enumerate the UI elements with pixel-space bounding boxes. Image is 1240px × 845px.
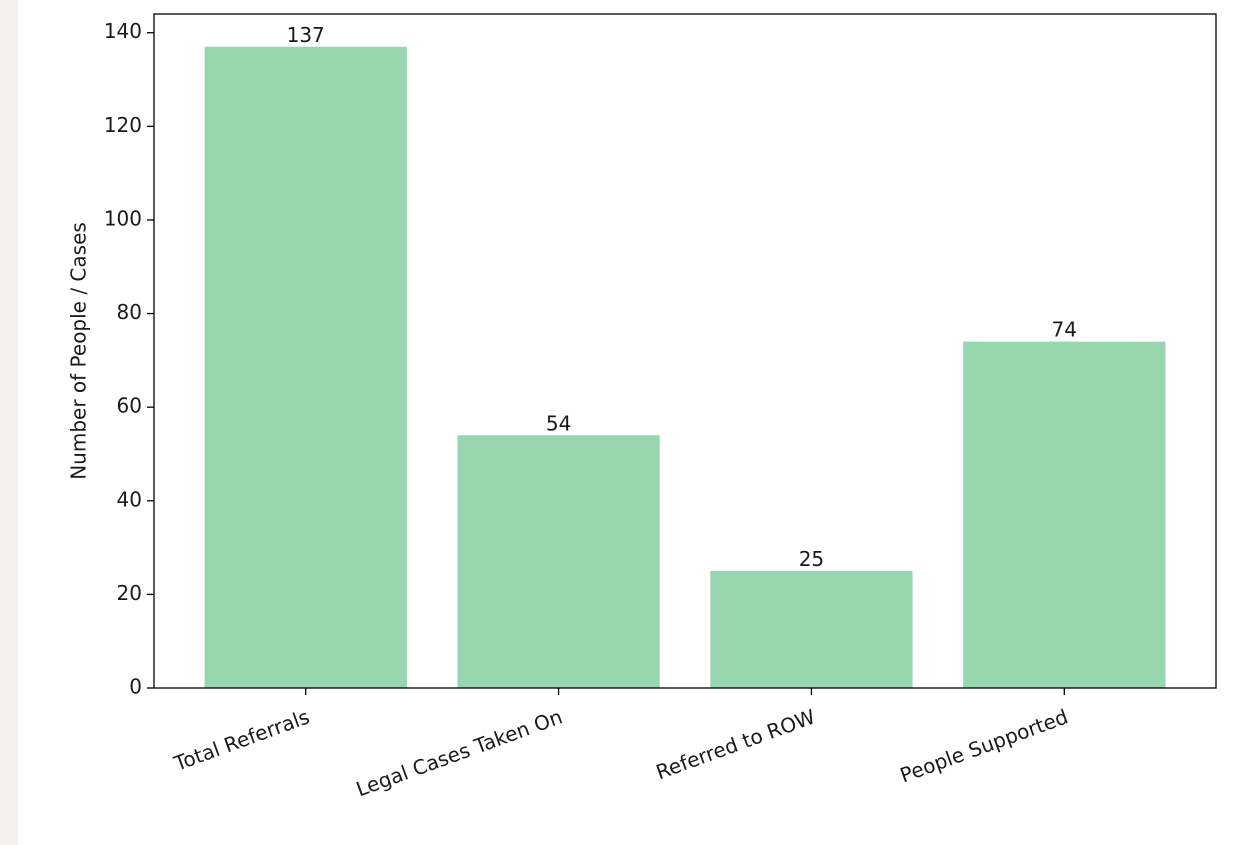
bar — [204, 46, 407, 688]
y-tick-label: 60 — [117, 394, 142, 418]
y-axis-label: Number of People / Cases — [67, 222, 91, 480]
x-tick-label: Referred to ROW — [653, 704, 819, 784]
y-axis-ticks: 0 20 40 60 80 100 120 140 — [104, 19, 154, 699]
bar — [710, 570, 913, 688]
bars-group — [204, 46, 1166, 688]
bar — [963, 341, 1166, 688]
y-tick-label: 120 — [104, 113, 142, 137]
bar — [457, 435, 660, 688]
bar-value-label: 74 — [1052, 318, 1077, 342]
y-tick-label: 100 — [104, 206, 142, 230]
y-tick-label: 40 — [117, 487, 142, 511]
y-tick-label: 20 — [117, 581, 142, 605]
chart-panel: 137 54 25 74 0 20 40 60 80 100 120 140 Total Refer… — [18, 0, 1240, 845]
bar-value-label: 137 — [287, 23, 325, 47]
value-labels-group: 137 54 25 74 — [287, 23, 1077, 571]
bar-value-label: 54 — [546, 411, 571, 435]
x-tick-label: Total Referrals — [170, 704, 313, 775]
y-tick-label: 0 — [129, 675, 142, 699]
x-tick-label: Legal Cases Taken On — [353, 704, 566, 801]
plot-frame — [153, 13, 1217, 689]
y-tick-label: 80 — [117, 300, 142, 324]
bar-value-label: 25 — [799, 547, 824, 571]
bar-chart: 137 54 25 74 0 20 40 60 80 100 120 140 Total Refer… — [67, 13, 1217, 801]
x-tick-label: People Supported — [897, 704, 1071, 787]
x-axis-ticks: Total Referrals Legal Cases Taken On Refer… — [170, 688, 1071, 801]
y-tick-label: 140 — [104, 19, 142, 43]
